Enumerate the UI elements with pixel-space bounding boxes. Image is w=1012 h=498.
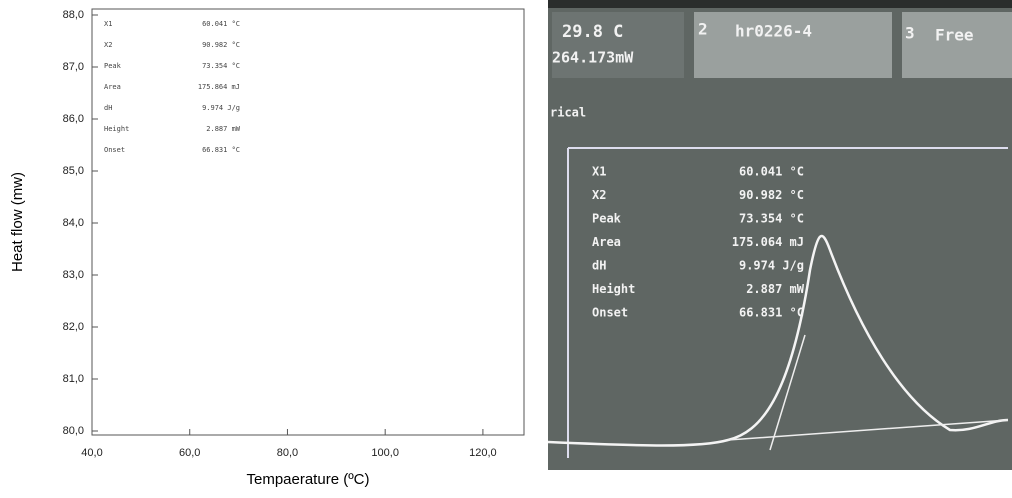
slot-number: 2 <box>698 20 708 39</box>
photo-background <box>548 0 1012 470</box>
x-tick-label: 120,0 <box>469 447 497 459</box>
photo-key: X2 <box>592 188 606 202</box>
photo-value: 60.041 °C <box>739 165 804 179</box>
y-tick-label: 86,0 <box>63 113 84 125</box>
annotation-key: Peak <box>104 62 122 70</box>
y-tick-label: 85,0 <box>63 165 84 177</box>
temperature: 29.8 C <box>562 22 623 42</box>
header-box <box>902 12 1012 78</box>
annotation-value: 9.974 J/g <box>202 104 240 112</box>
annotation-key: Onset <box>104 146 125 154</box>
photo-value: 66.831 °C <box>739 306 804 320</box>
y-tick-label: 81,0 <box>63 373 84 385</box>
header-box <box>694 12 892 78</box>
photo-top <box>548 0 1012 8</box>
y-tick-label: 80,0 <box>63 425 84 437</box>
annotation-key: Area <box>104 83 121 91</box>
power: 264.173mW <box>552 49 634 67</box>
photo-key: dH <box>592 259 606 273</box>
plot-frame <box>91 8 525 436</box>
header-box <box>552 12 684 78</box>
photo-value: 9.974 J/g <box>739 259 804 273</box>
x-tick-label: 40,0 <box>81 447 102 459</box>
photo-axes <box>567 147 1008 458</box>
y-tick-label: 82,0 <box>63 321 84 333</box>
annotation-value: 2.887 mW <box>206 125 241 133</box>
annotation-value: 60.041 °C <box>202 20 240 28</box>
photo-value: 73.354 °C <box>739 212 804 226</box>
annotation-value: 175.864 mJ <box>198 83 240 91</box>
photo-value: 90.982 °C <box>739 188 804 202</box>
photo-key: Onset <box>592 306 628 320</box>
photo-key: Height <box>592 282 635 296</box>
dsc-chart: Heat flow (mw) Tempaerature (ºC) 80,0 81,… <box>9 8 525 488</box>
annotation-key: X2 <box>104 41 112 49</box>
annotation-key: dH <box>104 104 112 112</box>
photo-value: 2.887 mW <box>746 282 805 296</box>
photo-value: 175.064 mJ <box>732 235 804 249</box>
y-tick-label: 83,0 <box>63 269 84 281</box>
x-axis-label: Tempaerature (ºC) <box>246 471 369 488</box>
sample-name: hr0226-4 <box>735 22 812 41</box>
y-axis-label: Heat flow (mw) <box>9 172 26 272</box>
y-tick-label: 87,0 <box>63 61 84 73</box>
y-tick-label: 84,0 <box>63 217 84 229</box>
mode: Free <box>935 26 974 45</box>
slot-number: 3 <box>905 24 915 43</box>
annotation-value: 66.831 °C <box>202 146 240 154</box>
photo-key: X1 <box>592 165 606 179</box>
photo-baseline <box>727 334 1009 451</box>
annotation-key: X1 <box>104 20 112 28</box>
x-tick-label: 60,0 <box>179 447 200 459</box>
x-tick-label: 80,0 <box>277 447 298 459</box>
photo-key: Area <box>592 235 621 249</box>
instrument-photo: 29.8 C 264.173mW 2 hr0226-4 3 Free rical… <box>547 0 1012 470</box>
panel-label: rical <box>550 106 586 120</box>
annotation-key: Height <box>104 125 129 133</box>
y-tick-label: 88,0 <box>63 9 84 21</box>
annotation-value: 90.982 °C <box>202 41 240 49</box>
x-tick-label: 100,0 <box>371 447 399 459</box>
photo-key: Peak <box>592 212 622 226</box>
annotation-value: 73.354 °C <box>202 62 240 70</box>
